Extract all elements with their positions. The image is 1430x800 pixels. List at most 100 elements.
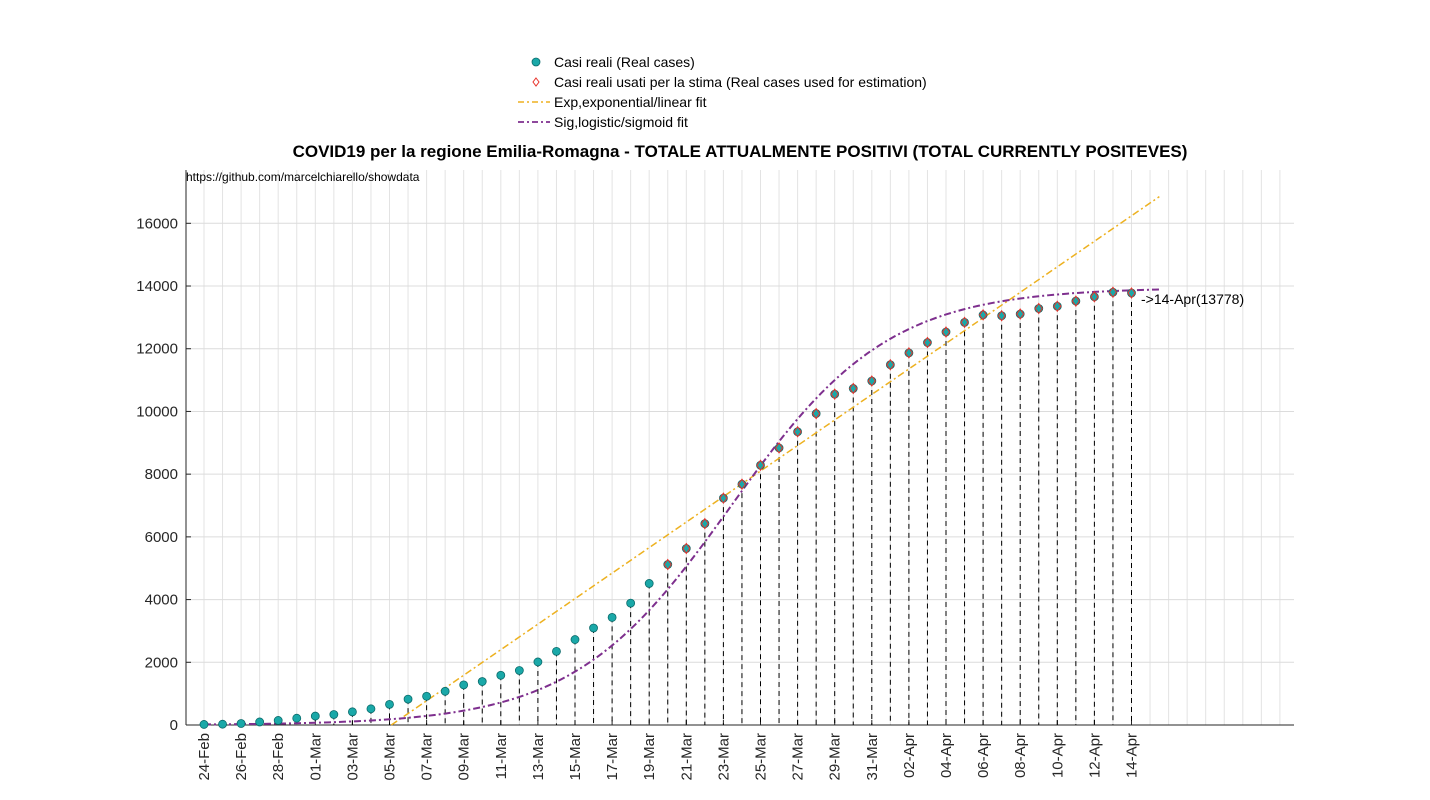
x-tick-label: 26-Feb bbox=[233, 733, 250, 781]
estimation-point bbox=[997, 309, 1006, 322]
x-tick-label: 05-Mar bbox=[382, 733, 399, 781]
legend-item-linear-fit: Exp,exponential/linear fit bbox=[516, 92, 707, 112]
estimation-point bbox=[1071, 295, 1080, 307]
real-case-point bbox=[1108, 287, 1118, 297]
x-tick-label: 06-Apr bbox=[975, 733, 992, 778]
real-case-point bbox=[440, 686, 450, 696]
real-case-point bbox=[904, 348, 914, 358]
x-tick-label: 07-Mar bbox=[419, 733, 436, 781]
x-tick-label: 12-Apr bbox=[1086, 733, 1103, 778]
estimation-point bbox=[867, 375, 876, 387]
legend-item-estimation-cases: Casi reali usati per la stima (Real case… bbox=[516, 72, 927, 92]
x-tick-label: 19-Mar bbox=[641, 733, 658, 781]
data-points bbox=[199, 286, 1136, 729]
real-case-point bbox=[385, 699, 394, 709]
y-tick-label: 8000 bbox=[145, 466, 178, 483]
real-case-point bbox=[1090, 292, 1099, 302]
legend: Casi reali (Real cases) Casi reali usati… bbox=[516, 52, 966, 132]
linear-fit-line bbox=[390, 196, 1160, 726]
y-tick-label: 10000 bbox=[136, 403, 178, 420]
real-case-point bbox=[459, 680, 469, 690]
real-case-point bbox=[218, 719, 227, 729]
y-tick-label: 2000 bbox=[145, 654, 178, 671]
real-case-point bbox=[867, 376, 877, 386]
estimation-point bbox=[774, 442, 784, 454]
legend-marker-circle-icon bbox=[531, 57, 541, 67]
sigmoid-fit-line bbox=[203, 288, 1160, 726]
chart-title: COVID19 per la regione Emilia-Romagna - … bbox=[292, 142, 1188, 161]
x-tick-label: 14-Apr bbox=[1124, 733, 1141, 778]
stem-lines bbox=[203, 292, 1132, 725]
real-case-point bbox=[514, 666, 524, 675]
estimation-point bbox=[978, 309, 988, 321]
real-case-point bbox=[329, 710, 339, 719]
estimation-point bbox=[793, 425, 802, 438]
estimation-point bbox=[682, 542, 691, 555]
x-tick-label: 01-Mar bbox=[307, 733, 324, 781]
x-tick-label: 17-Mar bbox=[604, 733, 621, 781]
x-tick-label: 09-Mar bbox=[456, 733, 473, 781]
estimation-point bbox=[1053, 300, 1062, 313]
real-case-point bbox=[848, 384, 858, 393]
real-case-point bbox=[811, 409, 821, 418]
real-case-point bbox=[552, 646, 561, 656]
legend-label: Casi reali (Real cases) bbox=[554, 54, 695, 70]
x-tick-label: 31-Mar bbox=[864, 733, 881, 781]
estimation-point bbox=[1108, 286, 1118, 299]
estimation-point bbox=[849, 382, 858, 395]
real-case-point bbox=[830, 389, 840, 399]
grid-lines bbox=[186, 170, 1294, 726]
x-tick-label: 21-Mar bbox=[678, 733, 695, 781]
real-case-point bbox=[496, 670, 506, 680]
real-case-point bbox=[607, 613, 617, 622]
x-tick-label: 23-Mar bbox=[715, 733, 732, 781]
x-tick-label: 13-Mar bbox=[530, 733, 547, 781]
real-case-point bbox=[941, 327, 951, 337]
y-tick-label: 4000 bbox=[145, 592, 178, 609]
x-tick-label: 08-Apr bbox=[1012, 733, 1029, 778]
x-tick-label: 24-Feb bbox=[196, 733, 213, 781]
x-tick-label: 04-Apr bbox=[938, 733, 955, 778]
real-case-point bbox=[700, 519, 710, 529]
legend-label: Casi reali usati per la stima (Real case… bbox=[554, 74, 927, 90]
real-case-point bbox=[774, 443, 784, 453]
real-case-point bbox=[1015, 309, 1025, 319]
real-case-point bbox=[663, 560, 673, 569]
real-case-point bbox=[756, 460, 765, 470]
real-case-point bbox=[273, 716, 283, 725]
real-case-point bbox=[681, 544, 691, 553]
estimation-point bbox=[663, 558, 672, 571]
x-tick-label: 29-Mar bbox=[827, 733, 844, 781]
legend-line-dashdot-icon bbox=[518, 121, 550, 123]
real-case-point bbox=[477, 677, 487, 686]
real-case-point bbox=[737, 479, 747, 489]
estimation-point bbox=[904, 347, 914, 359]
real-case-point bbox=[570, 635, 580, 644]
x-tick-label: 02-Apr bbox=[901, 733, 918, 778]
real-case-point bbox=[1052, 301, 1062, 311]
real-case-point bbox=[1127, 288, 1136, 298]
real-case-point bbox=[719, 493, 728, 503]
x-tick-label: 27-Mar bbox=[790, 733, 807, 781]
real-case-point bbox=[1071, 296, 1081, 306]
x-tick-label: 15-Mar bbox=[567, 733, 584, 781]
estimation-point bbox=[812, 407, 821, 420]
fit-lines bbox=[203, 196, 1160, 726]
real-case-point bbox=[978, 310, 988, 320]
estimation-point bbox=[941, 326, 951, 338]
estimation-point bbox=[1034, 302, 1043, 315]
estimation-point bbox=[960, 316, 969, 329]
legend-label: Sig,logistic/sigmoid fit bbox=[554, 114, 688, 130]
estimation-point bbox=[700, 517, 709, 530]
x-tick-label: 03-Mar bbox=[344, 733, 361, 781]
estimation-point bbox=[830, 388, 839, 400]
estimation-point bbox=[1090, 290, 1099, 303]
real-case-point bbox=[923, 338, 932, 347]
legend-label: Exp,exponential/linear fit bbox=[554, 94, 707, 110]
y-tick-label: 12000 bbox=[136, 341, 178, 358]
y-tick-label: 14000 bbox=[136, 278, 178, 295]
x-tick-label: 25-Mar bbox=[753, 733, 770, 781]
last-value-annotation: ->14-Apr(13778) bbox=[1141, 291, 1245, 307]
real-case-point bbox=[589, 623, 598, 633]
